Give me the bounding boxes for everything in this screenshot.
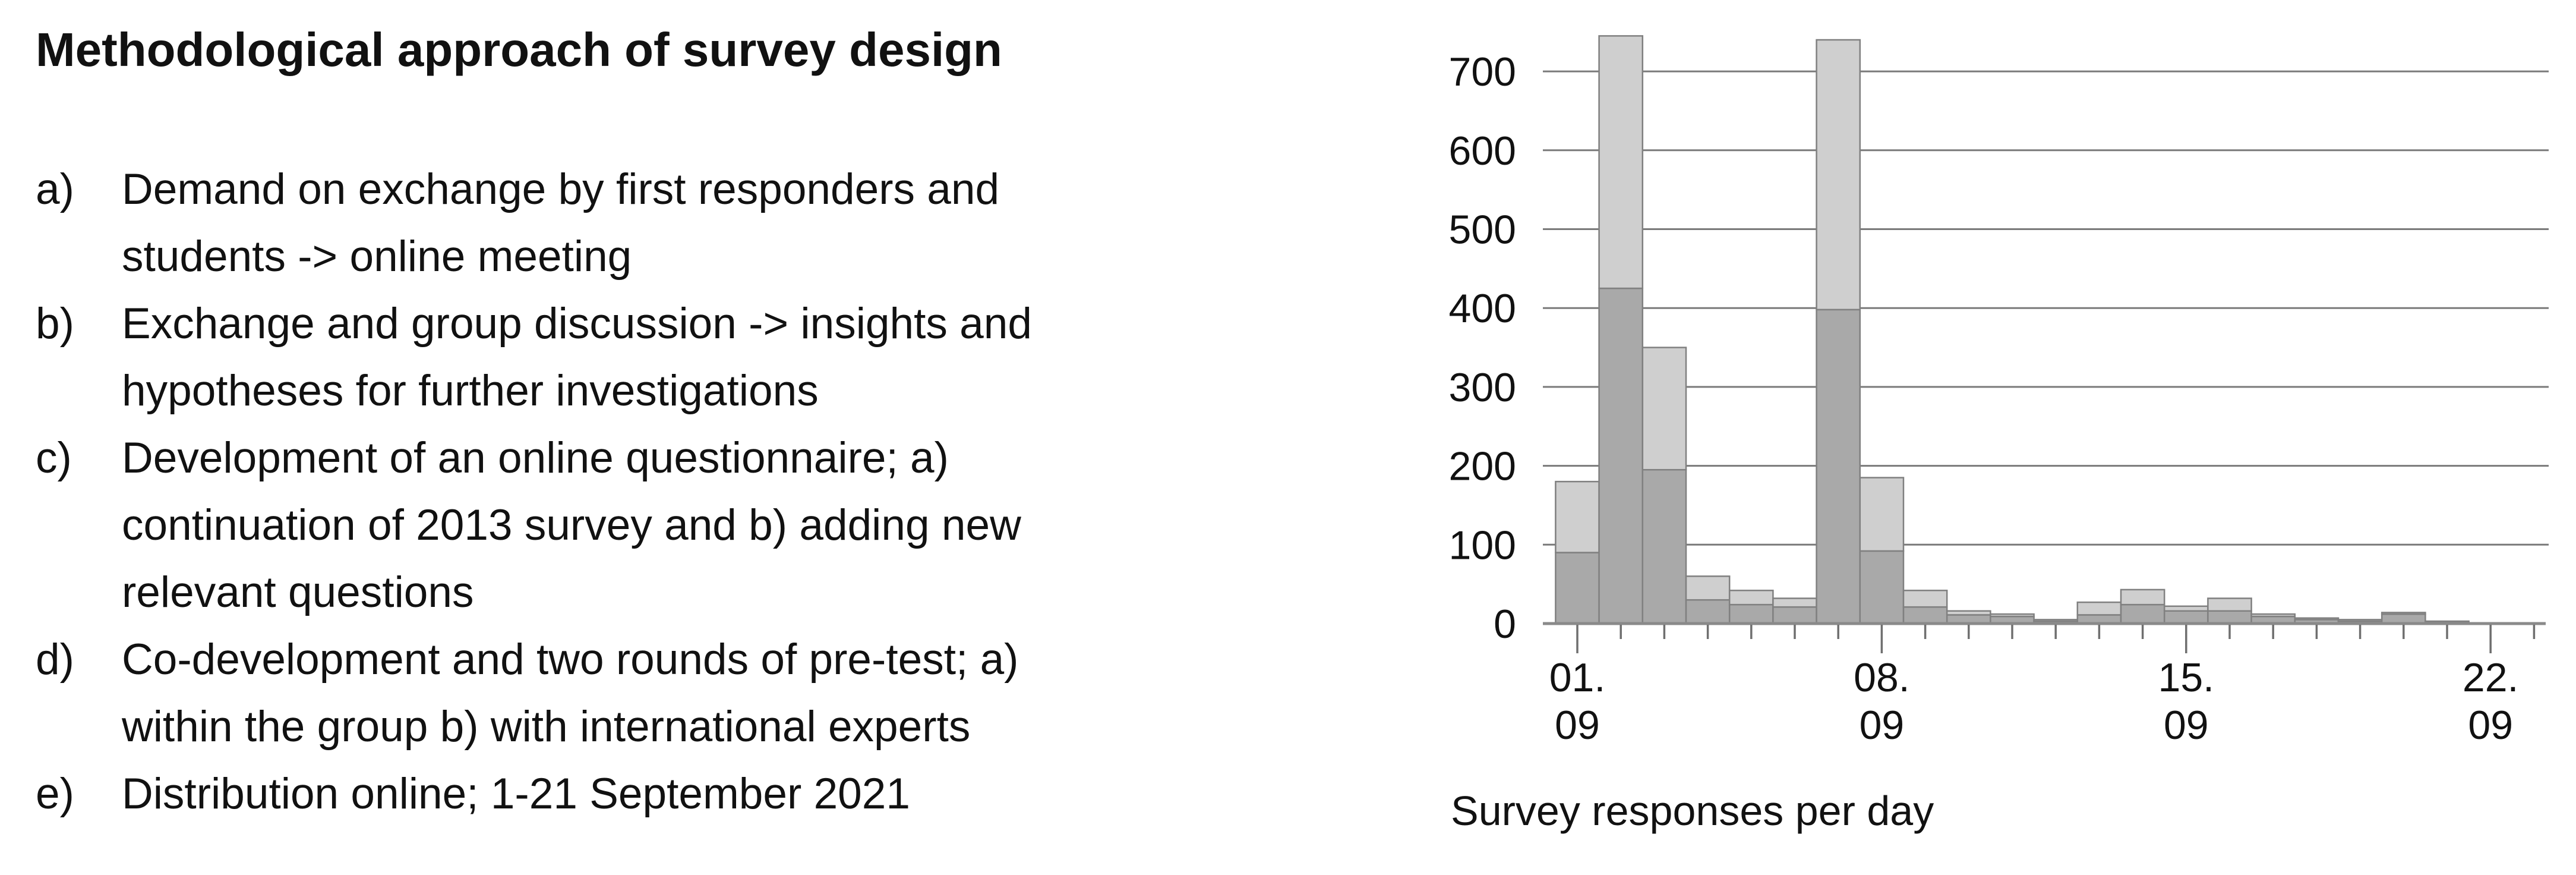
list-marker: a) — [36, 165, 74, 213]
y-axis-label-0: 0 — [1494, 602, 1516, 647]
bar-segment-light-09.09 — [1902, 590, 1948, 608]
y-axis-label-600: 600 — [1449, 128, 1516, 174]
bar-segment-light-13.09 — [2076, 601, 2122, 616]
list-item-line: hypotheses for further investigations — [122, 367, 819, 415]
bar-segment-dark-15.09 — [2163, 610, 2209, 625]
list-item-c: c) Development of an online questionnaire… — [0, 424, 1366, 626]
survey-chart: 0 100 200 300 400 500 600 700 01. 09 08. 09 15. 09 22.… — [1414, 0, 2576, 875]
y-axis-label-700: 700 — [1449, 49, 1516, 95]
bar-segment-light-01.09 — [1555, 480, 1600, 553]
list-item-line: relevant questions — [122, 568, 474, 616]
bar-segment-light-12.09 — [2033, 619, 2079, 622]
x-axis-label-01.09-line2: 09 — [1555, 703, 1600, 748]
bar-chart-svg: 010020030040050060070001.0908.0915.0922.… — [1449, 35, 2549, 748]
bar-segment-light-06.09 — [1772, 597, 1817, 608]
bar-segment-dark-01.09 — [1555, 552, 1600, 625]
list-item-line: continuation of 2013 survey and b) addin… — [122, 501, 1021, 549]
list-item-text: Exchange and group discussion -> insight… — [122, 290, 1366, 424]
list-item-text: Development of an online questionnaire; … — [122, 424, 1366, 626]
bar-segment-light-15.09 — [2163, 605, 2209, 612]
x-axis-label-15.09-line1: 15. — [2158, 655, 2215, 700]
list-marker: c) — [36, 434, 72, 482]
list-item-line: Demand on exchange by first responders a… — [122, 165, 1000, 213]
bar-segment-dark-06.09 — [1772, 606, 1817, 625]
x-axis-label-15.09-line2: 09 — [2164, 703, 2209, 748]
list-item-text: Demand on exchange by first responders a… — [122, 156, 1366, 290]
bar-segment-light-21.09 — [2425, 620, 2470, 623]
bar-segment-light-03.09 — [1641, 347, 1687, 471]
y-axis-label-400: 400 — [1449, 286, 1516, 331]
y-axis-label-100: 100 — [1449, 523, 1516, 568]
chart-caption: Survey responses per day — [1451, 788, 1934, 834]
list-item-line: Exchange and group discussion -> insight… — [122, 300, 1032, 348]
list-item-line: Distribution online; 1-21 September 2021 — [122, 770, 910, 818]
list-item-line: within the group b) with international e… — [122, 703, 971, 751]
x-axis-label-01.09-line1: 01. — [1549, 655, 1606, 700]
bar-segment-light-16.09 — [2207, 597, 2252, 612]
page-title: Methodological approach of survey design — [36, 23, 1002, 76]
list-item-b: b) Exchange and group discussion -> insig… — [0, 290, 1366, 424]
bar-segment-light-20.09 — [2381, 612, 2426, 615]
bar-segment-light-05.09 — [1728, 590, 1774, 606]
bar-segment-light-08.09 — [1859, 477, 1905, 552]
list-marker: e) — [36, 770, 74, 818]
list-marker: d) — [36, 635, 74, 684]
y-axis-label-500: 500 — [1449, 207, 1516, 253]
bar-segment-light-04.09 — [1685, 575, 1731, 601]
list-item-line: Co-development and two rounds of pre-tes… — [122, 635, 1019, 684]
x-axis-label-22.09-line2: 09 — [2468, 703, 2513, 748]
bar-segment-dark-04.09 — [1685, 599, 1731, 625]
list-item-e: e) Distribution online; 1-21 September 20… — [0, 760, 1366, 827]
list-item-line: Development of an online questionnaire; … — [122, 434, 949, 482]
bar-segment-light-14.09 — [2120, 588, 2165, 606]
bar-segment-dark-03.09 — [1641, 468, 1687, 625]
bar-segment-light-18.09 — [2294, 617, 2340, 621]
y-axis-label-300: 300 — [1449, 365, 1516, 410]
bar-segment-dark-14.09 — [2120, 603, 2165, 625]
bar-segment-light-02.09 — [1598, 35, 1644, 289]
list-item-text: Distribution online; 1-21 September 2021 — [122, 760, 1366, 827]
bar-segment-light-10.09 — [1946, 610, 1991, 616]
bar-segment-dark-16.09 — [2207, 610, 2252, 625]
list-item-a: a) Demand on exchange by first responders… — [0, 156, 1366, 290]
bar-segment-dark-05.09 — [1728, 603, 1774, 625]
bar-segment-dark-07.09 — [1816, 309, 1861, 625]
list-item-text: Co-development and two rounds of pre-tes… — [122, 626, 1366, 760]
bar-segment-light-07.09 — [1816, 39, 1861, 311]
list-item-d: d) Co-development and two rounds of pre-t… — [0, 626, 1366, 760]
list-marker: b) — [36, 300, 74, 348]
list-item-line: students -> online meeting — [122, 232, 632, 281]
x-axis-label-22.09-line1: 22. — [2463, 655, 2519, 700]
bar-segment-light-11.09 — [1990, 613, 2035, 618]
bar-segment-light-19.09 — [2337, 619, 2383, 622]
x-axis-label-08.09-line2: 09 — [1860, 703, 1905, 748]
bar-segment-dark-08.09 — [1859, 550, 1905, 625]
y-axis-label-200: 200 — [1449, 444, 1516, 489]
bar-segment-dark-02.09 — [1598, 287, 1644, 625]
bar-segment-light-17.09 — [2250, 613, 2296, 618]
x-axis-label-08.09-line1: 08. — [1854, 655, 1910, 700]
method-list: a) Demand on exchange by first responders… — [0, 156, 1366, 827]
bar-segment-dark-09.09 — [1902, 606, 1948, 625]
